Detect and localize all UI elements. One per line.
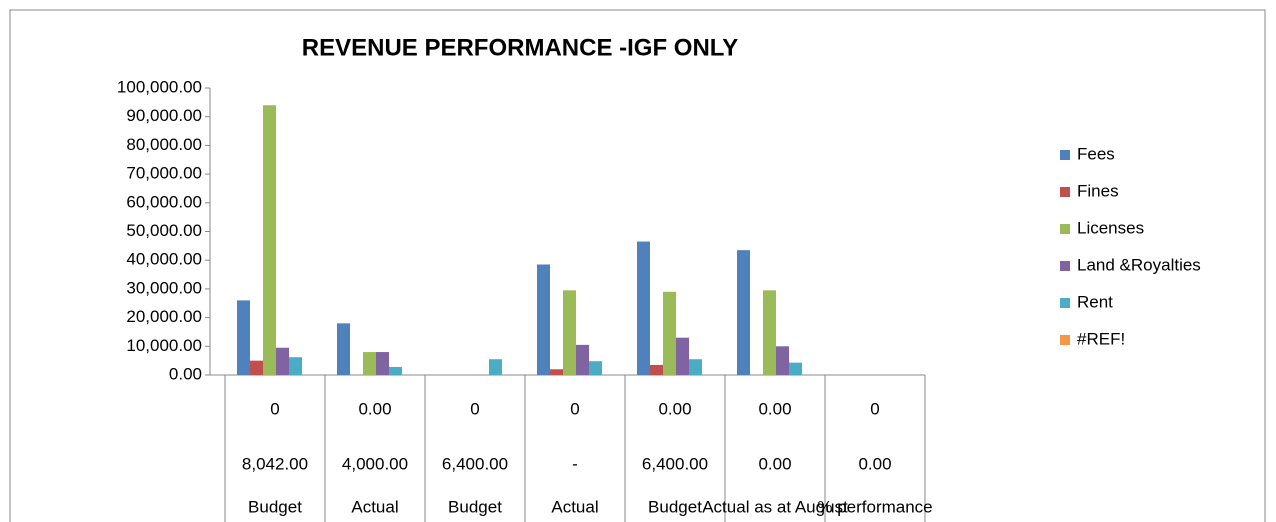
y-tick-label: 20,000.00 <box>126 307 202 326</box>
bar <box>376 352 389 375</box>
x-tick-label: 0 <box>570 399 579 418</box>
bar <box>663 291 676 375</box>
y-tick-label: 30,000.00 <box>126 278 202 297</box>
bar <box>650 364 663 375</box>
y-tick-label: 70,000.00 <box>126 164 202 183</box>
bar <box>589 361 602 375</box>
bar <box>276 347 289 375</box>
x-tick-label: 0.00 <box>858 454 891 473</box>
x-tick-label: Actual <box>551 497 598 516</box>
bar <box>676 337 689 375</box>
bar <box>337 323 350 375</box>
chart-title: REVENUE PERFORMANCE -IGF ONLY <box>302 34 739 61</box>
x-tick-label: 0 <box>870 399 879 418</box>
x-tick-label: Actual as at August <box>702 497 848 516</box>
x-tick-label: 0.00 <box>758 399 791 418</box>
legend-label: Fines <box>1077 181 1119 200</box>
legend-label: #REF! <box>1077 329 1125 348</box>
y-tick-label: 50,000.00 <box>126 221 202 240</box>
legend-swatch <box>1060 150 1070 160</box>
x-tick-label: Actual <box>351 497 398 516</box>
x-tick-label: 6,400.00 <box>642 454 708 473</box>
bar <box>763 290 776 375</box>
y-tick-label: 60,000.00 <box>126 192 202 211</box>
legend-swatch <box>1060 224 1070 234</box>
y-tick-label: 100,000.00 <box>117 77 202 96</box>
legend-label: Licenses <box>1077 218 1144 237</box>
bar <box>263 105 276 375</box>
x-tick-label: 0 <box>270 399 279 418</box>
bar <box>563 290 576 375</box>
bar <box>637 241 650 375</box>
x-tick-label: - <box>572 454 578 473</box>
y-tick-label: 90,000.00 <box>126 106 202 125</box>
bar <box>489 359 502 375</box>
x-tick-label: 0.00 <box>758 454 791 473</box>
x-tick-label: Budget <box>648 497 702 516</box>
bar <box>237 300 250 375</box>
bar <box>576 344 589 375</box>
legend-swatch <box>1060 335 1070 345</box>
x-tick-label: 6,400.00 <box>442 454 508 473</box>
y-tick-label: 0.00 <box>169 364 202 383</box>
x-tick-label: 0 <box>470 399 479 418</box>
x-tick-label: Budget <box>448 497 502 516</box>
x-tick-label: 0.00 <box>358 399 391 418</box>
bar <box>289 357 302 375</box>
legend-label: Land &Royalties <box>1077 255 1201 274</box>
bar <box>250 360 263 375</box>
bar <box>537 264 550 375</box>
legend-swatch <box>1060 298 1070 308</box>
bar <box>363 352 376 375</box>
bar <box>550 369 563 375</box>
x-tick-label: 0.00 <box>658 399 691 418</box>
bar <box>689 359 702 375</box>
bar <box>776 346 789 375</box>
legend-swatch <box>1060 187 1070 197</box>
x-tick-label: % performance <box>817 497 932 516</box>
x-tick-label: 8,042.00 <box>242 454 308 473</box>
bar <box>389 366 402 375</box>
legend-label: Fees <box>1077 144 1115 163</box>
y-tick-label: 40,000.00 <box>126 250 202 269</box>
bar <box>737 250 750 375</box>
legend-label: Rent <box>1077 292 1113 311</box>
y-tick-label: 80,000.00 <box>126 135 202 154</box>
y-tick-label: 10,000.00 <box>126 336 202 355</box>
x-tick-label: 4,000.00 <box>342 454 408 473</box>
bar <box>789 362 802 375</box>
x-tick-label: Budget <box>248 497 302 516</box>
legend-swatch <box>1060 261 1070 271</box>
